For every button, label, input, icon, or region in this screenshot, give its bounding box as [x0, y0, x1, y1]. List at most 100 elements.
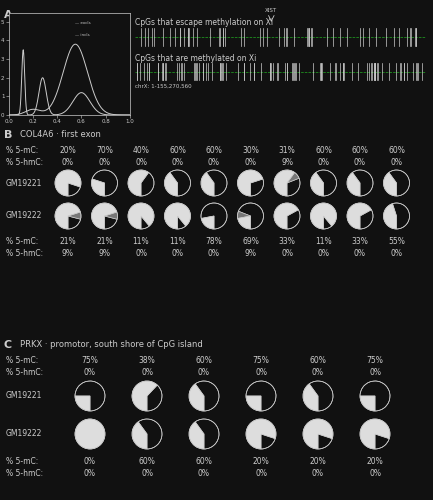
- Text: CpGs that are methylated on Xi: CpGs that are methylated on Xi: [135, 54, 256, 63]
- Wedge shape: [104, 212, 117, 219]
- Wedge shape: [237, 211, 251, 218]
- Text: 21%: 21%: [60, 237, 76, 246]
- Text: 75%: 75%: [252, 356, 269, 365]
- Wedge shape: [178, 216, 186, 229]
- Wedge shape: [75, 381, 105, 411]
- Text: 0%: 0%: [198, 469, 210, 478]
- Wedge shape: [141, 216, 149, 229]
- Wedge shape: [68, 212, 81, 219]
- Wedge shape: [303, 419, 333, 449]
- Wedge shape: [104, 216, 117, 229]
- Text: 0%: 0%: [208, 249, 220, 258]
- Text: 21%: 21%: [96, 237, 113, 246]
- Wedge shape: [201, 216, 214, 229]
- Text: B: B: [4, 130, 13, 140]
- Text: % 5-mC:: % 5-mC:: [6, 146, 38, 155]
- Text: 60%: 60%: [352, 146, 368, 155]
- Text: 78%: 78%: [206, 237, 223, 246]
- Text: 0%: 0%: [391, 158, 403, 167]
- Text: 11%: 11%: [169, 237, 186, 246]
- Text: 0%: 0%: [281, 249, 293, 258]
- Wedge shape: [170, 170, 191, 196]
- Wedge shape: [138, 419, 162, 449]
- Wedge shape: [347, 172, 360, 196]
- Text: % 5-hmC:: % 5-hmC:: [6, 249, 43, 258]
- Wedge shape: [261, 434, 275, 449]
- Text: % 5-mC:: % 5-mC:: [6, 457, 38, 466]
- Wedge shape: [238, 216, 251, 229]
- Wedge shape: [352, 170, 373, 196]
- Wedge shape: [360, 419, 390, 449]
- Wedge shape: [189, 384, 204, 411]
- Wedge shape: [323, 216, 332, 229]
- Text: 0%: 0%: [141, 469, 153, 478]
- Wedge shape: [195, 381, 219, 411]
- Wedge shape: [384, 204, 397, 229]
- Wedge shape: [55, 170, 81, 196]
- Wedge shape: [165, 172, 178, 196]
- Wedge shape: [384, 172, 397, 196]
- Wedge shape: [246, 419, 276, 449]
- Text: 20%: 20%: [310, 457, 326, 466]
- Text: 0%: 0%: [208, 158, 220, 167]
- Wedge shape: [128, 203, 154, 229]
- Text: 9%: 9%: [62, 249, 74, 258]
- Text: 60%: 60%: [196, 356, 213, 365]
- Wedge shape: [201, 172, 214, 196]
- Text: 0%: 0%: [312, 368, 324, 377]
- Text: 0%: 0%: [84, 368, 96, 377]
- Wedge shape: [92, 170, 117, 196]
- Text: C: C: [4, 340, 12, 350]
- Wedge shape: [207, 170, 227, 196]
- Text: 60%: 60%: [388, 146, 405, 155]
- Text: 0%: 0%: [135, 249, 147, 258]
- Text: 33%: 33%: [278, 237, 295, 246]
- Text: % 5-hmC:: % 5-hmC:: [6, 368, 43, 377]
- Text: A: A: [4, 10, 13, 20]
- Text: 0%: 0%: [317, 158, 330, 167]
- Wedge shape: [75, 396, 90, 411]
- Wedge shape: [189, 422, 204, 449]
- Wedge shape: [141, 172, 154, 196]
- Wedge shape: [360, 381, 390, 411]
- Text: 0%: 0%: [84, 457, 96, 466]
- Wedge shape: [274, 203, 298, 229]
- Wedge shape: [75, 419, 105, 449]
- Wedge shape: [360, 210, 373, 229]
- Wedge shape: [201, 203, 227, 229]
- Wedge shape: [239, 203, 264, 229]
- Text: 0%: 0%: [312, 469, 324, 478]
- Text: 0%: 0%: [135, 158, 147, 167]
- Text: 60%: 60%: [139, 457, 155, 466]
- Text: 40%: 40%: [132, 146, 149, 155]
- Text: 60%: 60%: [310, 356, 326, 365]
- Wedge shape: [128, 170, 149, 196]
- Text: 60%: 60%: [315, 146, 332, 155]
- Text: % 5-mC:: % 5-mC:: [6, 356, 38, 365]
- Text: 69%: 69%: [242, 237, 259, 246]
- Text: 0%: 0%: [369, 469, 381, 478]
- Text: GM19222: GM19222: [6, 430, 42, 438]
- Wedge shape: [246, 381, 276, 411]
- Wedge shape: [68, 183, 81, 196]
- Wedge shape: [195, 419, 219, 449]
- Wedge shape: [237, 170, 263, 196]
- Wedge shape: [68, 216, 81, 229]
- Text: 0%: 0%: [84, 469, 96, 478]
- Wedge shape: [287, 178, 300, 196]
- Wedge shape: [392, 203, 410, 229]
- Wedge shape: [310, 203, 336, 229]
- Text: 55%: 55%: [388, 237, 405, 246]
- Wedge shape: [303, 384, 318, 411]
- Text: 0%: 0%: [369, 368, 381, 377]
- Wedge shape: [251, 179, 264, 196]
- Wedge shape: [246, 396, 261, 411]
- Wedge shape: [360, 396, 375, 411]
- Text: GM19222: GM19222: [6, 212, 42, 220]
- Wedge shape: [309, 381, 333, 411]
- Wedge shape: [147, 385, 162, 411]
- Wedge shape: [132, 422, 147, 449]
- Text: CpGs that escape methylation on Xi: CpGs that escape methylation on Xi: [135, 18, 273, 27]
- Text: 0%: 0%: [255, 368, 267, 377]
- Text: 33%: 33%: [352, 237, 368, 246]
